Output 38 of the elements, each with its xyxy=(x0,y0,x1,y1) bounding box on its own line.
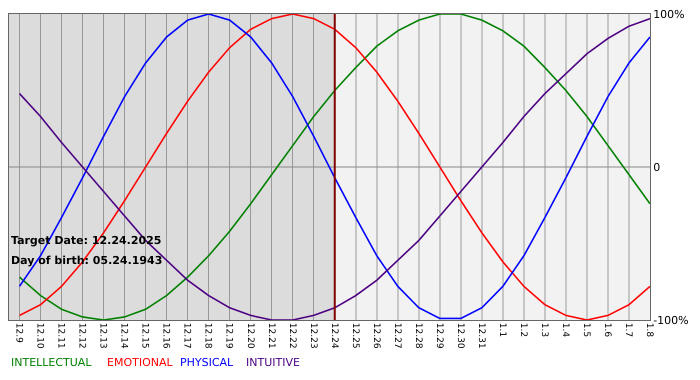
x-tick-label: 12.21 xyxy=(266,322,276,349)
text: INTELLECTUAL xyxy=(11,356,92,369)
text: INTUITIVE xyxy=(246,356,300,369)
x-tick-label: 12.23 xyxy=(308,322,318,349)
x-tick-label: 12.13 xyxy=(98,322,108,349)
x-tick-label: 12.16 xyxy=(160,322,171,349)
x-tick-label: 1.3 xyxy=(538,322,549,338)
x-tick-label: 12.11 xyxy=(56,322,66,349)
x-tick-label: 12.29 xyxy=(434,322,444,349)
x-tick-label: 12.15 xyxy=(140,322,150,349)
x-tick-label: 1.7 xyxy=(623,322,634,338)
x-tick-label: 12.25 xyxy=(350,322,360,349)
text: EMOTIONAL xyxy=(107,356,174,369)
x-tick-label: 12.28 xyxy=(412,322,423,349)
y-tick-label: -100% xyxy=(653,314,689,327)
x-tick-label: 1.1 xyxy=(496,322,507,338)
x-tick-label: 12.26 xyxy=(370,322,381,349)
x-tick-label: 12.12 xyxy=(76,322,87,349)
x-tick-label: 12.19 xyxy=(224,322,234,349)
x-tick-label: 12.22 xyxy=(286,322,297,349)
x-tick-label: 1.2 xyxy=(518,322,528,338)
x-tick-label: 1.4 xyxy=(560,322,570,338)
x-tick-label: 12.10 xyxy=(34,322,45,349)
x-tick-label: 1.6 xyxy=(602,322,612,338)
text: PHYSICAL xyxy=(180,356,234,369)
x-tick-label: 1.5 xyxy=(581,322,592,338)
x-tick-label: 12.31 xyxy=(476,322,486,349)
x-tick-label: 1.8 xyxy=(644,322,654,338)
x-tick-label: 12.14 xyxy=(118,322,129,349)
x-tick-label: 12.17 xyxy=(182,322,192,349)
y-tick-label: 0 xyxy=(653,160,660,174)
x-tick-label: 12.30 xyxy=(454,322,465,349)
x-tick-label: 12.18 xyxy=(202,322,213,349)
x-tick-label: 12.9 xyxy=(14,322,24,344)
x-tick-label: 12.24 xyxy=(328,322,339,349)
x-tick-label: 12.27 xyxy=(392,322,402,349)
x-tick-label: 12.20 xyxy=(244,322,255,349)
y-tick-label: 100% xyxy=(653,8,685,21)
